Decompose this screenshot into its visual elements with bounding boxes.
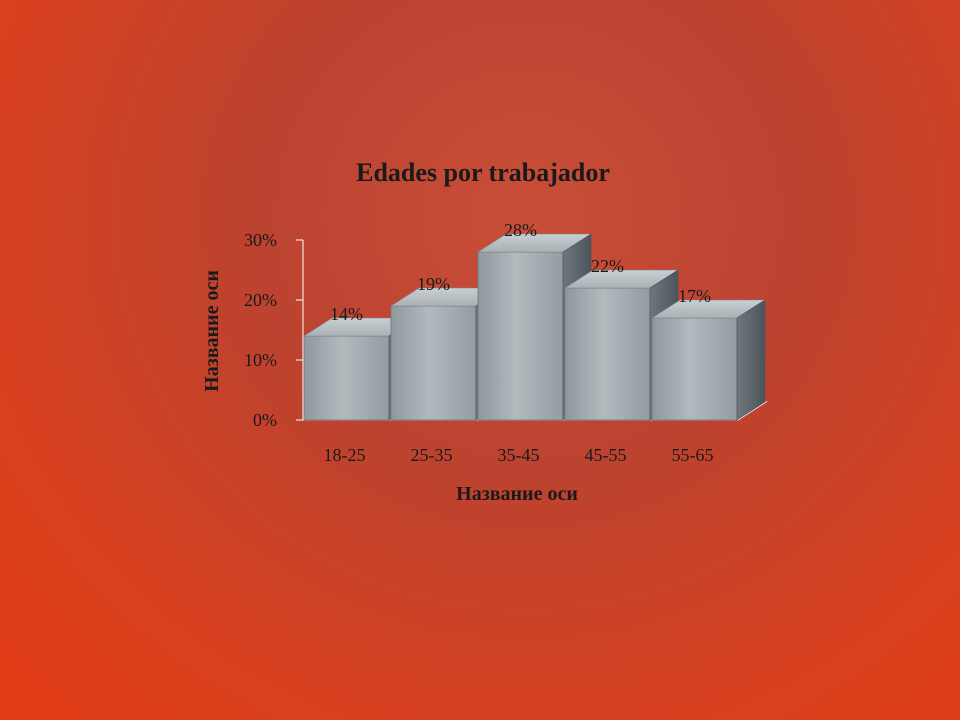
labels-layer: 14% 19% 28% 22% 17% [330,220,711,324]
data-label: 17% [678,286,711,306]
x-tick-label: 45-55 [585,445,627,465]
x-tick-label: 35-45 [498,445,540,465]
x-tick-label: 25-35 [411,445,453,465]
y-tick-label: 10% [244,350,277,370]
bar [650,299,767,421]
x-axis-title: Название оси [456,483,578,505]
data-label: 19% [417,274,450,294]
chart-title: Edades por trabajador [356,158,610,187]
bar-front [303,335,390,421]
x-tick-label: 55-65 [672,445,714,465]
data-label: 22% [591,256,624,276]
bars-layer [302,233,767,421]
bar-front [477,251,564,421]
y-tick-label: 0% [253,410,277,430]
bar-front [390,305,477,421]
x-tick-label: 18-25 [324,445,366,465]
bar-side [736,299,766,421]
axis-layer: 0% 10% 20% 30% 18-25 25-35 35-45 45-55 55-65 [244,230,768,465]
bar-front [651,317,738,421]
y-tick-label: 20% [244,290,277,310]
data-label: 28% [504,220,537,240]
y-tick-label: 30% [244,230,277,250]
bar-front [564,287,651,421]
data-label: 14% [330,304,363,324]
y-axis-title: Название оси [201,270,223,392]
